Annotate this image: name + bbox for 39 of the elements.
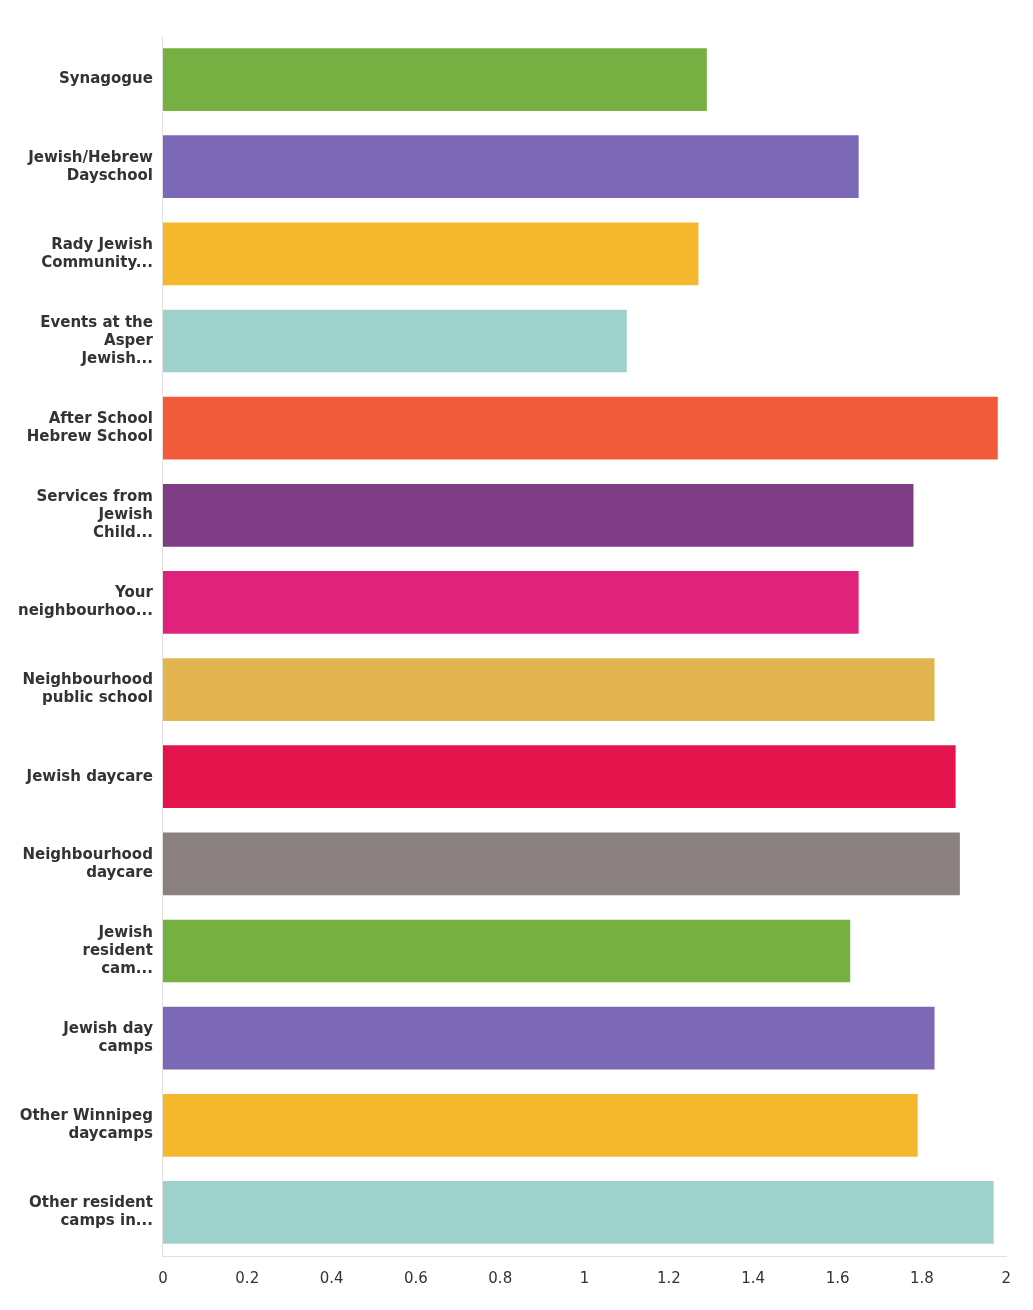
x-tick-label: 1.4 [741,1268,766,1287]
x-tick-label: 0.8 [488,1268,513,1287]
y-tick-label: Jewish resident cam... [82,922,153,977]
x-tick-label: 0.4 [319,1268,344,1287]
bar [162,1006,935,1070]
x-tick-label: 1.8 [909,1268,934,1287]
bar [162,48,707,111]
x-tick-label: 1.6 [825,1268,850,1287]
bar [162,832,960,896]
x-tick-label: 1 [579,1268,590,1287]
bar [162,135,859,199]
bar [162,1093,918,1157]
bar [162,396,998,460]
bar [162,309,627,373]
y-tick-label: Jewish daycare [25,766,153,785]
bar [162,919,851,983]
bar [162,658,935,721]
y-tick-label: Other resident camps in... [29,1193,153,1230]
y-tick-label: Other Winnipeg daycamps [19,1106,153,1143]
x-tick-label: 0.6 [403,1268,428,1287]
x-tick-label: 2 [1001,1268,1011,1287]
y-tick-label: Neighbourhood public school [22,670,153,707]
x-tick-label: 1.2 [656,1268,681,1287]
bar [162,1181,994,1244]
bar [162,571,859,634]
y-tick-label: After School Hebrew School [26,409,153,446]
y-tick-label: Services from Jewish Child... [36,487,153,542]
y-tick-label: Jewish/Hebrew Dayschool [27,147,154,184]
y-tick-label: Events at the Asper Jewish... [40,312,154,367]
y-tick-label: Synagogue [58,69,153,88]
y-tick-label: Neighbourhood daycare [22,844,153,881]
y-tick-label: Rady Jewish Community... [41,234,153,271]
bar [162,222,699,286]
x-tick-label: 0.2 [235,1268,260,1287]
bar [162,745,956,809]
y-tick-label: Jewish day camps [62,1019,154,1056]
y-tick-label: Your neighbourhoo... [17,583,154,620]
x-tick-label: 0 [158,1268,168,1287]
bar [162,483,914,547]
